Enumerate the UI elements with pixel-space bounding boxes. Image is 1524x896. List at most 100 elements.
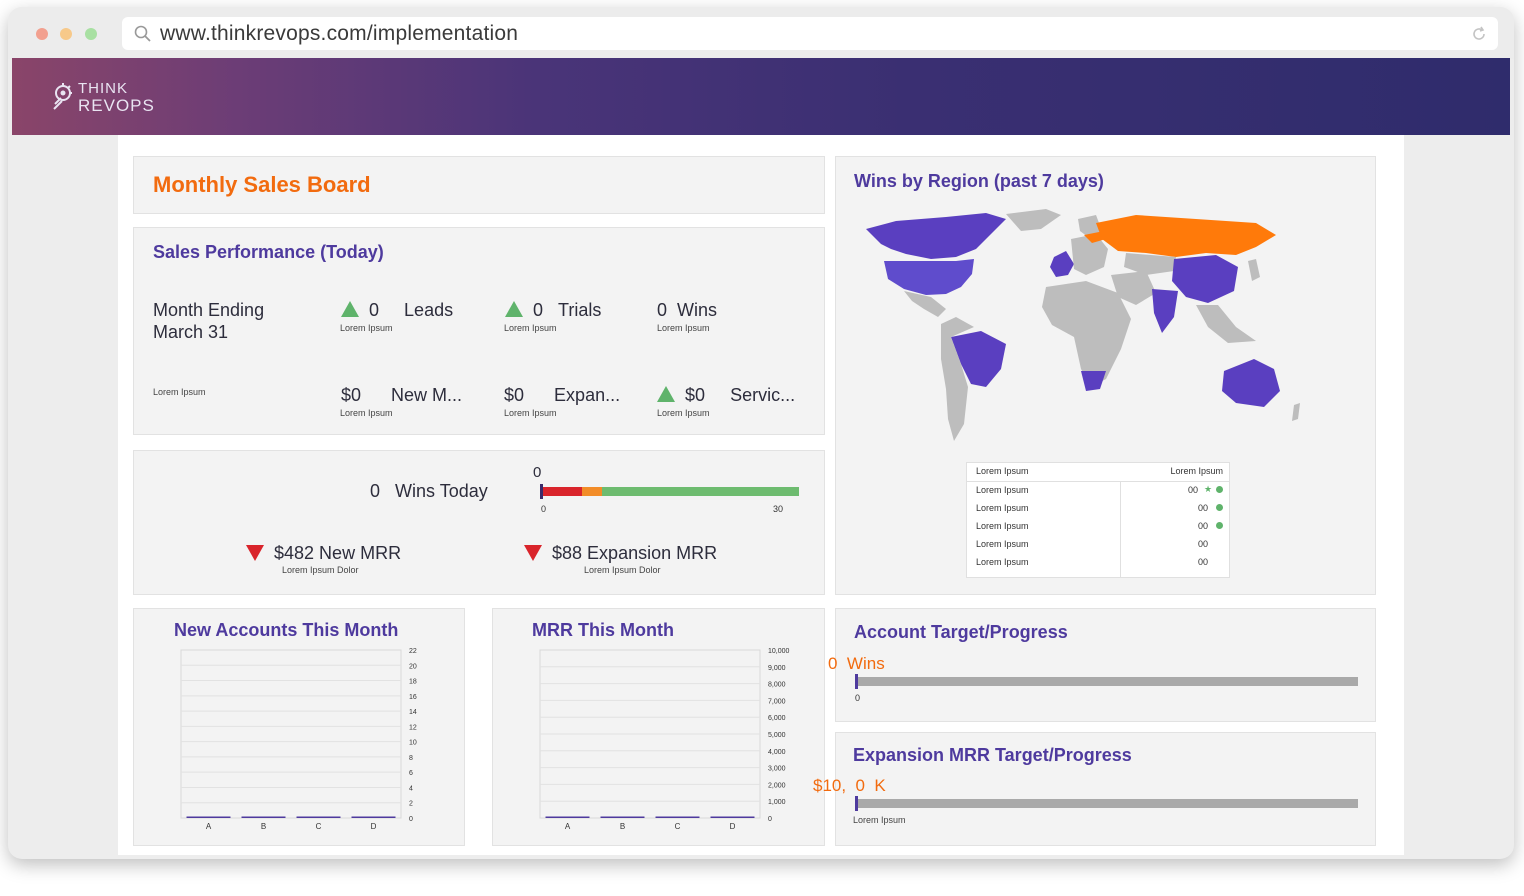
leads-metric: 0 Leads bbox=[341, 300, 453, 321]
table-row-value: 00 bbox=[1198, 539, 1209, 549]
logo-gear-icon bbox=[53, 83, 72, 110]
map-region-india bbox=[1152, 289, 1178, 333]
sales-performance-panel: Sales Performance (Today) Month Ending M… bbox=[133, 227, 825, 435]
mrr-month-title: MRR This Month bbox=[532, 620, 674, 640]
gauge-min: 0 bbox=[541, 504, 547, 514]
y-tick-label: 9,000 bbox=[768, 665, 786, 672]
map-region-canada bbox=[866, 213, 1006, 259]
table-row-name: Lorem Ipsum bbox=[976, 557, 1029, 567]
map-region-mexico bbox=[904, 291, 946, 317]
expansion-target-title: Expansion MRR Target/Progress bbox=[853, 745, 1132, 765]
y-tick-label: 1,000 bbox=[768, 799, 786, 806]
trend-down-icon bbox=[246, 545, 264, 561]
map-region-china bbox=[1172, 255, 1238, 303]
wins-by-region-title: Wins by Region (past 7 days) bbox=[854, 171, 1104, 191]
expansion-mrr-summary-text: $88 Expansion MRR bbox=[552, 543, 718, 563]
browser-toolbar: www.thinkrevops.com/implementation bbox=[8, 7, 1514, 59]
trend-up-icon bbox=[505, 301, 523, 317]
search-icon bbox=[134, 25, 151, 42]
board-title-panel: Monthly Sales Board bbox=[133, 156, 825, 214]
gauge-red-zone bbox=[541, 487, 582, 496]
table-header-name: Lorem Ipsum bbox=[976, 466, 1029, 476]
new-mrr-label: New M... bbox=[391, 385, 463, 405]
gauge-max: 30 bbox=[773, 504, 784, 514]
expansion-target-value: $10, 0 K bbox=[813, 776, 886, 795]
new-mrr-summary-sub: Lorem Ipsum Dolor bbox=[282, 565, 359, 575]
new-mrr-value: $0 bbox=[341, 385, 362, 405]
map-region-japan bbox=[1248, 259, 1260, 281]
account-progress-bar bbox=[855, 674, 1358, 689]
bar bbox=[186, 816, 231, 818]
minimize-window-button[interactable] bbox=[60, 28, 72, 40]
y-tick-label: 14 bbox=[409, 709, 417, 716]
account-target-title: Account Target/Progress bbox=[854, 622, 1068, 642]
y-tick-label: 4 bbox=[409, 785, 413, 792]
trials-metric: 0 Trials bbox=[505, 300, 601, 321]
y-tick-label: 7,000 bbox=[768, 698, 786, 705]
map-region-europe-west bbox=[1050, 251, 1074, 277]
bar bbox=[710, 816, 755, 818]
expansion-progress-bar bbox=[855, 796, 1358, 811]
table-row-value: 00 bbox=[1198, 503, 1209, 513]
table-row-name: Lorem Ipsum bbox=[976, 503, 1029, 513]
mrr-month-chart[interactable]: 10,000 9,000 8,000 7,000 6,000 5,000 4,000 3,00… bbox=[513, 647, 813, 837]
leads-value: 0 bbox=[369, 300, 380, 320]
y-tick-label: 6,000 bbox=[768, 715, 786, 722]
map-region-newzealand bbox=[1292, 403, 1300, 421]
new-accounts-panel: New Accounts This Month 22 20 18 16 14 12 10 8 6… bbox=[133, 608, 465, 846]
table-row[interactable]: Lorem Ipsum 00 bbox=[967, 539, 1229, 557]
y-tick-label: 5,000 bbox=[768, 732, 786, 739]
table-row[interactable]: Lorem Ipsum 00 bbox=[967, 503, 1229, 521]
map-region-southeast-asia bbox=[1196, 305, 1256, 343]
expansion-mrr-summary: $88 Expansion MRR bbox=[524, 543, 717, 564]
status-dot-icon bbox=[1216, 504, 1223, 511]
x-tick-label: B bbox=[261, 822, 266, 831]
x-tick-label: A bbox=[206, 822, 212, 831]
y-tick-label: 0 bbox=[768, 816, 772, 823]
world-map[interactable] bbox=[856, 209, 1336, 449]
trend-down-icon bbox=[524, 545, 542, 561]
status-dot-icon bbox=[1216, 522, 1223, 529]
new-mrr-summary: $482 New MRR bbox=[246, 543, 401, 564]
x-tick-label: B bbox=[620, 822, 625, 831]
map-region-brazil bbox=[951, 331, 1006, 387]
gauge-needle bbox=[540, 484, 543, 499]
wins-today-metric: 0 Wins Today bbox=[370, 481, 488, 502]
new-mrr-sub: Lorem Ipsum bbox=[340, 408, 393, 418]
close-window-button[interactable] bbox=[36, 28, 48, 40]
trend-up-icon bbox=[657, 386, 675, 402]
url-text: www.thinkrevops.com/implementation bbox=[160, 22, 519, 45]
plot-area bbox=[180, 649, 402, 819]
wins-sub: Lorem Ipsum bbox=[657, 323, 710, 333]
y-tick-label: 10 bbox=[409, 740, 417, 747]
expansion-value: $0 bbox=[504, 385, 525, 405]
y-tick-label: 8 bbox=[409, 755, 413, 762]
trend-up-icon bbox=[341, 301, 359, 317]
maximize-window-button[interactable] bbox=[85, 28, 97, 40]
gauge-orange-zone bbox=[582, 487, 602, 496]
reload-icon[interactable] bbox=[1470, 25, 1488, 43]
account-target-value: 0 Wins bbox=[828, 654, 885, 674]
y-tick-label: 16 bbox=[409, 694, 417, 701]
table-row[interactable]: Lorem Ipsum 00 ★ bbox=[967, 484, 1229, 503]
expansion-target-sub: Lorem Ipsum bbox=[853, 815, 906, 825]
map-region-southamerica-rest bbox=[941, 317, 974, 441]
table-row[interactable]: Lorem Ipsum 00 bbox=[967, 521, 1229, 539]
expansion-progress-marker bbox=[855, 796, 858, 811]
header-banner: THINK REVOPS bbox=[12, 58, 1510, 135]
services-metric: $0 Servic... bbox=[657, 385, 795, 406]
map-region-usa bbox=[884, 259, 974, 295]
trials-label: Trials bbox=[558, 300, 602, 320]
x-tick-label: C bbox=[675, 822, 681, 831]
table-row[interactable]: Lorem Ipsum 00 bbox=[967, 557, 1229, 575]
services-sub: Lorem Ipsum bbox=[657, 408, 710, 418]
x-tick-label: D bbox=[371, 822, 377, 831]
map-region-middle-east bbox=[1111, 271, 1156, 305]
address-bar[interactable]: www.thinkrevops.com/implementation bbox=[122, 17, 1498, 50]
new-mrr-metric: $0 New M... bbox=[341, 385, 462, 406]
x-tick-label: C bbox=[316, 822, 322, 831]
table-row-name: Lorem Ipsum bbox=[976, 521, 1029, 531]
y-tick-label: 4,000 bbox=[768, 749, 786, 756]
map-region-south-africa bbox=[1081, 371, 1106, 391]
